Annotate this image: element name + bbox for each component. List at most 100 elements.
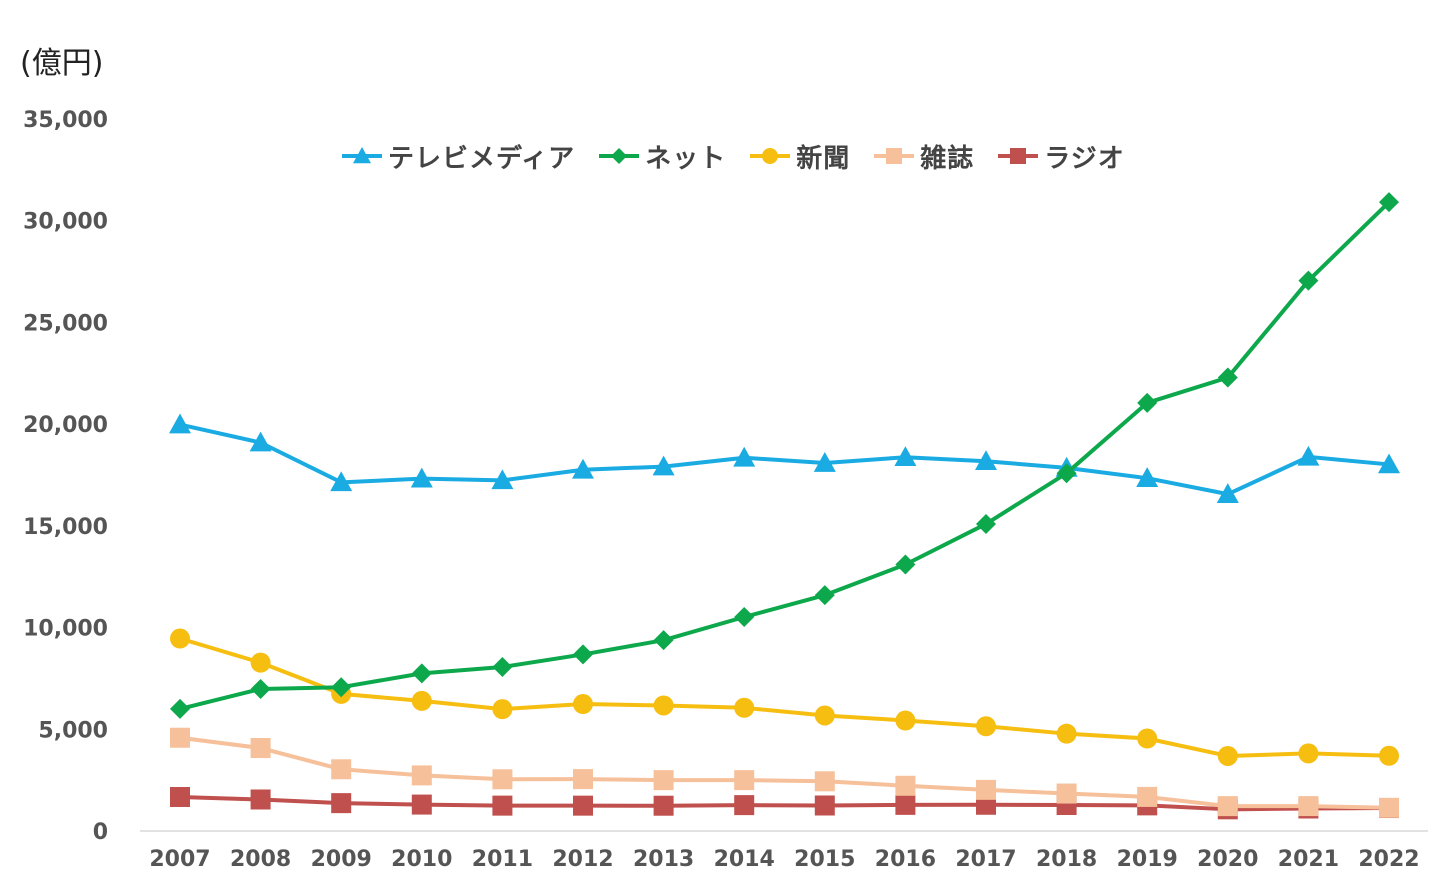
series-1-point [653, 630, 674, 651]
x-tick-label: 2008 [230, 847, 291, 872]
series-0-point [169, 413, 191, 434]
series-4-point [573, 795, 593, 816]
x-tick-label: 2017 [955, 847, 1016, 872]
series-1-point [492, 656, 513, 677]
series-3-point [734, 770, 755, 791]
legend-swatch [998, 148, 1039, 164]
series-3-point [1137, 786, 1158, 807]
series-1-point [250, 678, 271, 699]
series-0-point [491, 469, 514, 490]
series-0-point [813, 452, 836, 472]
y-tick-label: 20,000 [23, 413, 108, 438]
series-2-point [170, 628, 190, 649]
series-0-line [179, 422, 1390, 497]
series-3-point [331, 759, 352, 780]
legend-item: 雑誌 [872, 138, 974, 175]
series-2-line [179, 636, 1390, 758]
series-2-point [895, 710, 916, 731]
legend-item: テレビメディア [340, 138, 575, 175]
x-tick-label: 2020 [1197, 847, 1258, 872]
series-2-point [653, 695, 674, 716]
chart-legend: テレビメディア ネット 新聞 雑誌 ラジオ [340, 136, 1125, 176]
series-0-point [1136, 467, 1159, 487]
x-tick-label: 2011 [472, 847, 533, 872]
legend-swatch [599, 148, 640, 164]
series-3-point [653, 770, 674, 791]
series-1-line [179, 200, 1391, 711]
series-2-point [573, 694, 593, 715]
series-1-point [976, 513, 996, 534]
series-4-point [411, 794, 432, 815]
legend-item: ラジオ [996, 138, 1124, 175]
y-tick-label: 0 [93, 820, 108, 845]
series-4-point [653, 795, 674, 816]
series-2-point [814, 705, 835, 726]
legend-swatch-marker [1010, 148, 1027, 164]
y-tick-label: 5,000 [38, 718, 108, 743]
series-0-point [894, 446, 917, 467]
legend-item: 新聞 [748, 138, 850, 175]
series-4-point [734, 795, 755, 816]
legend-label: 新聞 [796, 143, 851, 174]
series-0-point [410, 467, 433, 488]
y-tick-label: 30,000 [23, 210, 108, 235]
legend-swatch-marker [611, 148, 628, 164]
legend-label: ネット [645, 143, 727, 174]
series-0-point [975, 450, 997, 471]
series-3-line [179, 735, 1390, 810]
series-2-point [411, 690, 432, 711]
series-0-point [1378, 453, 1400, 474]
series-4-point [814, 795, 835, 816]
series-3-point [895, 775, 916, 796]
x-tick-label: 2022 [1358, 847, 1419, 872]
series-1-point [1379, 192, 1399, 213]
x-tick-label: 2012 [552, 847, 613, 872]
x-tick-label: 2014 [714, 847, 775, 872]
series-3-point [1217, 796, 1238, 817]
series-2-point [734, 697, 755, 718]
series-4-point [331, 793, 352, 814]
series-2-point [1217, 745, 1238, 766]
series-1-point [573, 644, 593, 665]
series-1-point [170, 698, 190, 719]
x-tick-label: 2009 [311, 847, 372, 872]
series-1-point [331, 677, 352, 698]
x-tick-label: 2018 [1036, 847, 1097, 872]
series-1-point [734, 607, 755, 628]
series-2-point [1298, 743, 1319, 764]
series-1-point [895, 554, 916, 575]
series-0-point [1297, 445, 1320, 466]
series-2-point [1379, 745, 1399, 766]
series-1-point [1056, 463, 1077, 484]
x-tick-label: 2016 [875, 847, 936, 872]
legend-label: テレビメディア [388, 143, 576, 174]
legend-swatch [750, 148, 791, 164]
series-2-point [250, 652, 271, 673]
series-2-point [976, 716, 996, 737]
series-0-point [652, 455, 675, 476]
series-4-point [250, 789, 271, 810]
series-1-point [1298, 270, 1319, 291]
series-0-point [249, 431, 272, 452]
series-0-point [330, 471, 353, 492]
series-0-point [733, 446, 756, 467]
legend-label: ラジオ [1044, 143, 1125, 174]
y-tick-label: 15,000 [23, 515, 108, 540]
series-3-point [170, 727, 190, 748]
unit-label: (億円) [20, 46, 104, 81]
series-4-point [170, 787, 190, 808]
series-2-point [492, 699, 513, 720]
series-1-point [814, 585, 835, 606]
series-2-point [1137, 728, 1158, 749]
series-4-line [179, 795, 1390, 812]
series-3-point [1298, 796, 1319, 817]
series-4-point [895, 794, 916, 815]
x-tick-label: 2013 [633, 847, 694, 872]
x-tick-label: 2015 [794, 847, 855, 872]
x-tick-label: 2019 [1117, 847, 1178, 872]
series-3-point [492, 769, 513, 790]
series-3-point [976, 779, 996, 800]
series-1-point [1137, 392, 1158, 413]
series-1-point [411, 663, 432, 684]
